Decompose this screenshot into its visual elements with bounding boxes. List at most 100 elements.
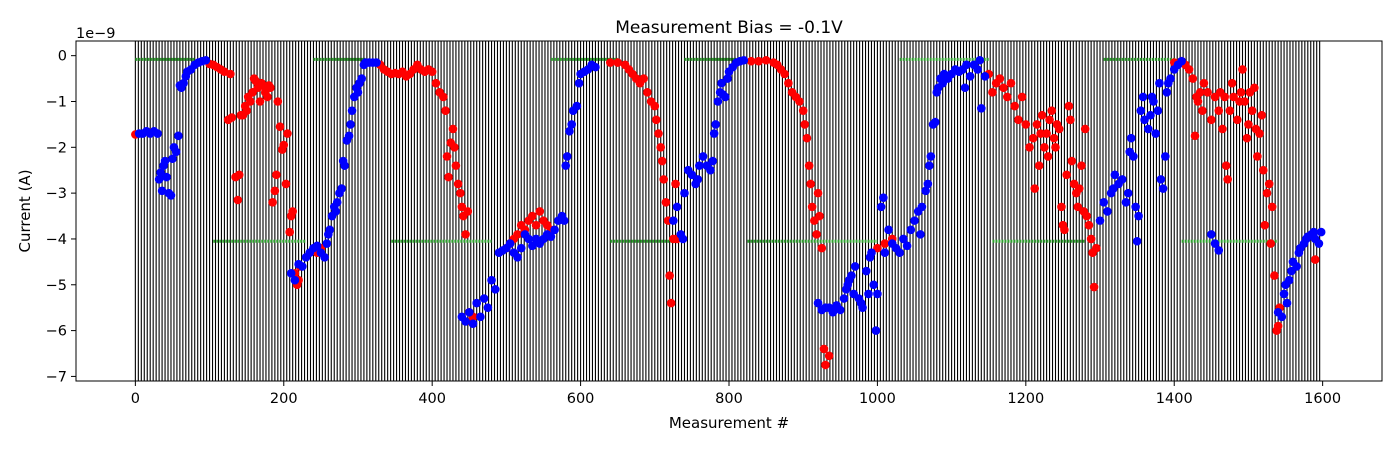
data-point <box>166 191 176 200</box>
data-point <box>1057 202 1066 212</box>
data-point <box>871 326 881 335</box>
y-tick-label: −3 <box>46 186 67 202</box>
data-point <box>666 298 676 308</box>
data-point <box>431 78 441 88</box>
data-point <box>550 225 559 235</box>
data-point <box>1162 88 1172 97</box>
data-point <box>858 303 867 312</box>
data-point <box>899 234 908 244</box>
data-point <box>902 241 912 251</box>
data-point <box>869 280 878 290</box>
data-point <box>201 55 211 65</box>
data-point <box>472 298 482 308</box>
data-point <box>895 248 904 257</box>
data-point <box>1220 92 1229 102</box>
data-point <box>1140 115 1149 125</box>
data-point <box>1266 239 1275 248</box>
data-point <box>1080 124 1090 134</box>
data-point <box>279 140 289 150</box>
data-point <box>873 289 882 299</box>
data-point <box>591 62 600 72</box>
data-point <box>1210 239 1220 248</box>
data-point <box>464 307 474 317</box>
data-point <box>988 88 997 97</box>
data-point <box>1028 133 1038 143</box>
data-point <box>847 271 856 280</box>
data-point <box>322 239 332 248</box>
data-point <box>226 69 235 79</box>
x-tick-label: 1400 <box>1156 391 1193 407</box>
data-point <box>1199 78 1209 88</box>
data-point <box>288 207 297 216</box>
data-point <box>233 195 243 205</box>
x-tick-label: 600 <box>567 391 595 407</box>
data-point <box>864 289 873 299</box>
data-point <box>916 230 925 239</box>
data-point <box>1103 207 1112 216</box>
data-point <box>157 186 167 196</box>
y-tick-label: −4 <box>46 232 67 248</box>
data-point <box>453 179 463 189</box>
x-tick-label: 0 <box>131 391 140 407</box>
data-point <box>1198 106 1207 115</box>
data-point <box>873 243 882 253</box>
data-point <box>1273 321 1283 331</box>
data-point <box>340 161 349 170</box>
data-point <box>867 248 876 257</box>
chart-title: Measurement Bias = -0.1V <box>615 18 843 38</box>
data-point <box>921 186 930 196</box>
data-point <box>1146 110 1155 120</box>
data-point <box>1223 175 1232 184</box>
data-point <box>312 241 322 251</box>
data-point <box>965 71 975 81</box>
x-tick-label: 800 <box>715 391 743 407</box>
data-point <box>171 147 181 157</box>
data-point <box>960 83 970 93</box>
x-tick-label: 1600 <box>1304 391 1341 407</box>
data-point <box>1309 227 1319 237</box>
data-point <box>457 202 467 212</box>
data-point <box>910 216 919 225</box>
data-point <box>795 97 804 106</box>
data-point <box>513 230 522 239</box>
data-point <box>298 262 307 271</box>
y-offset-text: 1e−9 <box>76 26 116 42</box>
data-point <box>1010 101 1019 111</box>
data-point <box>708 156 717 166</box>
data-point <box>1132 236 1142 246</box>
data-point <box>325 225 335 235</box>
data-point <box>1236 88 1246 97</box>
data-point <box>1117 175 1127 184</box>
data-point <box>680 188 689 198</box>
data-point <box>1047 106 1057 115</box>
data-point <box>1060 225 1069 235</box>
data-point <box>441 106 450 115</box>
data-point <box>1190 131 1200 141</box>
reference-lines <box>135 57 1279 243</box>
y-tick-label: −7 <box>46 369 67 385</box>
data-point <box>1229 92 1238 102</box>
data-point <box>720 92 730 102</box>
data-point <box>706 165 715 175</box>
data-point <box>263 92 272 102</box>
data-point <box>461 230 470 239</box>
data-point <box>678 234 688 244</box>
data-point <box>804 161 814 170</box>
data-point <box>162 172 171 182</box>
data-point <box>798 106 808 115</box>
data-point <box>156 168 165 177</box>
data-point <box>479 294 489 303</box>
data-point <box>174 131 183 141</box>
data-point <box>1156 175 1166 184</box>
data-point <box>1021 120 1031 129</box>
data-point <box>1034 161 1044 170</box>
data-point <box>975 55 985 65</box>
data-point <box>516 243 526 253</box>
data-point <box>1151 129 1160 138</box>
data-point <box>1214 246 1224 255</box>
data-point <box>1267 202 1277 212</box>
data-point <box>567 120 576 129</box>
data-point <box>930 117 940 127</box>
data-point <box>1188 74 1198 83</box>
